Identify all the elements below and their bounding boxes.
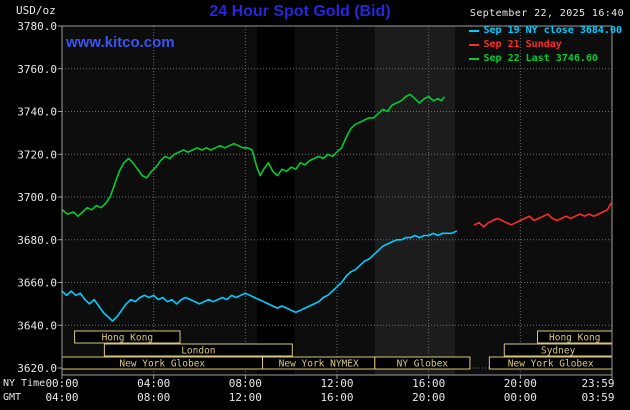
- y-tick-label: 3700.0: [17, 191, 57, 204]
- x-tick-label-gmt: 16:00: [320, 391, 353, 404]
- kitco-watermark-link[interactable]: www.kitco.com: [66, 34, 175, 51]
- legend-item-sep21: Sep 21 Sunday: [468, 39, 562, 50]
- x-tick-label-ny: 04:00: [137, 377, 170, 390]
- x-axis-nytime-label: NY Time: [3, 378, 46, 389]
- session-label: Hong Kong: [549, 333, 600, 344]
- x-axis-gmt-label: GMT: [3, 392, 22, 403]
- y-tick-label: 3620.0: [17, 362, 57, 375]
- legend-item-sep22: Sep 22 Last 3746.60: [468, 53, 598, 64]
- series-line-sep-19-ny-close: [61, 230, 458, 322]
- shaded-band: [256, 26, 295, 375]
- session-box: [74, 330, 181, 344]
- x-tick-label-ny: 12:00: [320, 377, 353, 390]
- session-label: New York Globex: [508, 359, 594, 370]
- x-tick-label-ny: 00:00: [45, 377, 78, 390]
- series-line-sep-22: [61, 93, 445, 217]
- shaded-band: [374, 26, 456, 375]
- x-tick-label-ny: 20:00: [504, 377, 537, 390]
- session-label: New York NYMEX: [279, 359, 359, 370]
- chart-datetime: September 22, 2025 16:40: [469, 8, 624, 19]
- session-label: New York Globex: [119, 359, 205, 370]
- legend-line-swatch-icon: [468, 43, 479, 46]
- x-tick-label-ny: 16:00: [412, 377, 445, 390]
- y-tick-label: 3640.0: [17, 319, 57, 332]
- y-tick-label: 3780.0: [17, 20, 57, 33]
- session-label: Sydney: [541, 346, 576, 357]
- legend-line-swatch-icon: [468, 57, 479, 60]
- legend-label: Sep 21 Sunday: [483, 39, 562, 50]
- legend-item-sep19: Sep 19 NY close 3684.00: [468, 25, 622, 36]
- x-tick-label-ny: 23:59: [581, 377, 614, 390]
- x-tick-label-gmt: 00:00: [504, 391, 537, 404]
- y-axis-units-label: USD/oz: [16, 4, 56, 17]
- y-tick-label: 3660.0: [17, 277, 57, 290]
- x-tick-label-gmt: 12:00: [229, 391, 262, 404]
- session-box: [103, 343, 293, 357]
- legend-label: Sep 22 Last 3746.60: [483, 53, 598, 64]
- y-tick-label: 3720.0: [17, 148, 57, 161]
- session-label: London: [181, 346, 215, 357]
- y-tick-label: 3740.0: [17, 106, 57, 119]
- x-tick-label-gmt: 20:00: [412, 391, 445, 404]
- chart-title: 24 Hour Spot Gold (Bid): [209, 3, 391, 20]
- y-tick-label: 3680.0: [17, 234, 57, 247]
- series-line-sep-21-sunday: [473, 202, 612, 228]
- y-tick-label: 3760.0: [17, 63, 57, 76]
- session-box: [374, 356, 471, 370]
- x-tick-label-gmt: 03:59: [581, 391, 614, 404]
- legend-label: Sep 19 NY close 3684.00: [483, 25, 622, 36]
- x-tick-label-ny: 08:00: [229, 377, 262, 390]
- legend-line-swatch-icon: [468, 29, 479, 32]
- session-label: NY Globex: [397, 359, 449, 370]
- legend: Sep 19 NY close 3684.00 Sep 21 Sunday Se…: [468, 25, 622, 64]
- x-tick-label-gmt: 04:00: [45, 391, 78, 404]
- x-tick-label-gmt: 08:00: [137, 391, 170, 404]
- session-label: Hong Kong: [102, 333, 153, 344]
